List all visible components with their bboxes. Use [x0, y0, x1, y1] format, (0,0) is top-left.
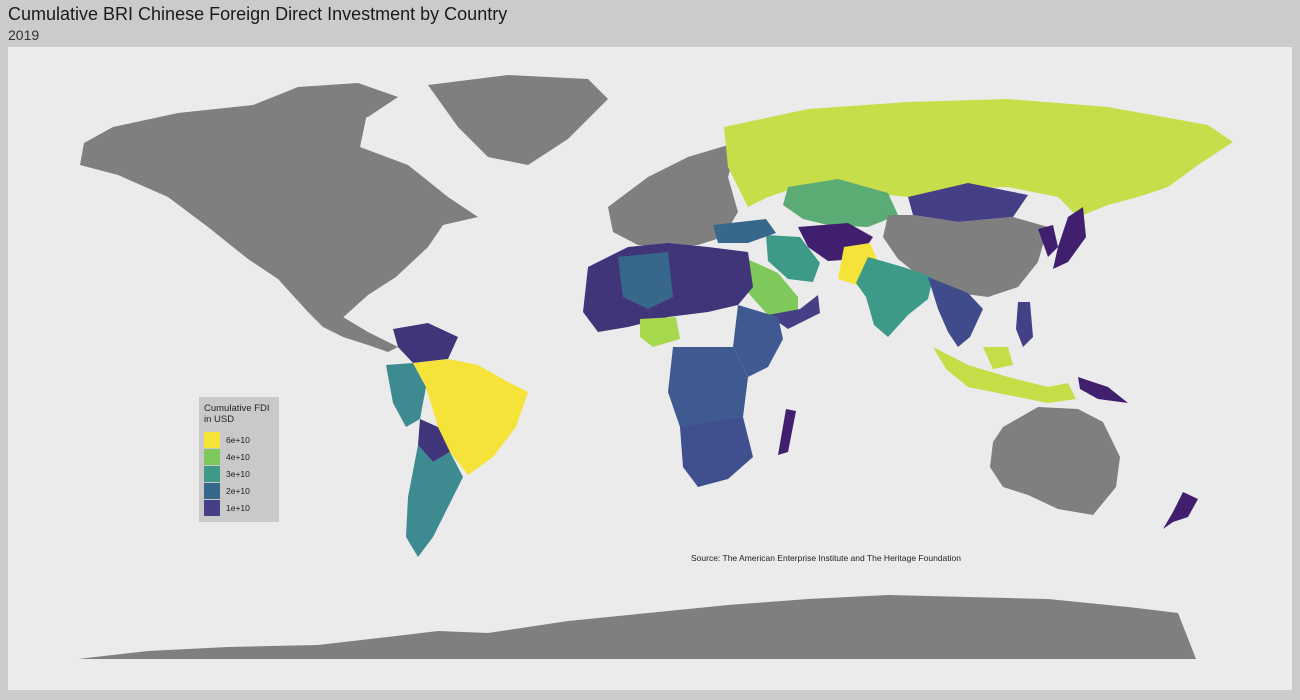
legend-label: 1e+10	[226, 503, 250, 513]
region-saudi-arabia	[738, 257, 798, 315]
legend-swatch	[204, 483, 220, 499]
region-philippines	[1016, 302, 1033, 347]
region-dr-congo	[668, 347, 748, 439]
legend-label: 6e+10	[226, 435, 250, 445]
legend-item: 3e+10	[204, 466, 276, 482]
region-yemen-oman	[768, 295, 820, 329]
region-antarctica	[78, 595, 1196, 659]
region-new-zealand	[1163, 492, 1198, 529]
world-map	[78, 75, 1233, 659]
legend-swatch	[204, 432, 220, 448]
legend-item: 1e+10	[204, 500, 276, 516]
legend-swatch	[204, 500, 220, 516]
region-southeast-asia	[928, 277, 983, 347]
map-panel: Cumulative FDI in USD 6e+10 4e+10 3e+10 …	[8, 47, 1292, 690]
region-greenland	[428, 75, 608, 165]
region-south-africa	[680, 417, 753, 487]
region-arctic-islands	[248, 83, 398, 121]
region-central-america	[308, 312, 398, 352]
legend-title: Cumulative FDI in USD	[204, 403, 280, 425]
legend-swatch	[204, 466, 220, 482]
region-india	[856, 257, 933, 337]
region-north-america	[80, 97, 478, 322]
region-mongolia	[908, 183, 1028, 222]
chart-subtitle: 2019	[8, 27, 40, 43]
legend-item: 4e+10	[204, 449, 276, 465]
legend-swatch	[204, 449, 220, 465]
region-madagascar	[778, 409, 796, 455]
region-bolivia	[418, 419, 450, 462]
legend-title-line1: Cumulative FDI	[204, 403, 270, 414]
region-peru	[386, 363, 426, 427]
region-kazakhstan	[783, 179, 898, 227]
legend-item: 2e+10	[204, 483, 276, 499]
region-europe	[608, 142, 738, 247]
legend-label: 3e+10	[226, 469, 250, 479]
region-turkey	[713, 219, 776, 243]
region-venezuela	[393, 323, 458, 363]
legend-label: 4e+10	[226, 452, 250, 462]
map-legend: Cumulative FDI in USD 6e+10 4e+10 3e+10 …	[199, 397, 279, 522]
region-brazil	[413, 359, 528, 475]
region-east-africa	[733, 305, 783, 377]
legend-label: 2e+10	[226, 486, 250, 496]
region-png	[1078, 377, 1128, 403]
source-note: Source: The American Enterprise Institut…	[691, 553, 961, 563]
region-iran	[766, 235, 820, 282]
region-nigeria	[640, 317, 680, 347]
legend-title-line2: in USD	[204, 414, 235, 425]
region-korea-japan	[1038, 207, 1086, 269]
region-australia	[990, 407, 1120, 515]
region-indonesia-malaysia	[933, 347, 1076, 403]
region-argentina	[406, 445, 463, 557]
region-west-africa-inland	[618, 252, 673, 309]
chart-title: Cumulative BRI Chinese Foreign Direct In…	[8, 4, 508, 24]
legend-item: 6e+10	[204, 432, 276, 448]
